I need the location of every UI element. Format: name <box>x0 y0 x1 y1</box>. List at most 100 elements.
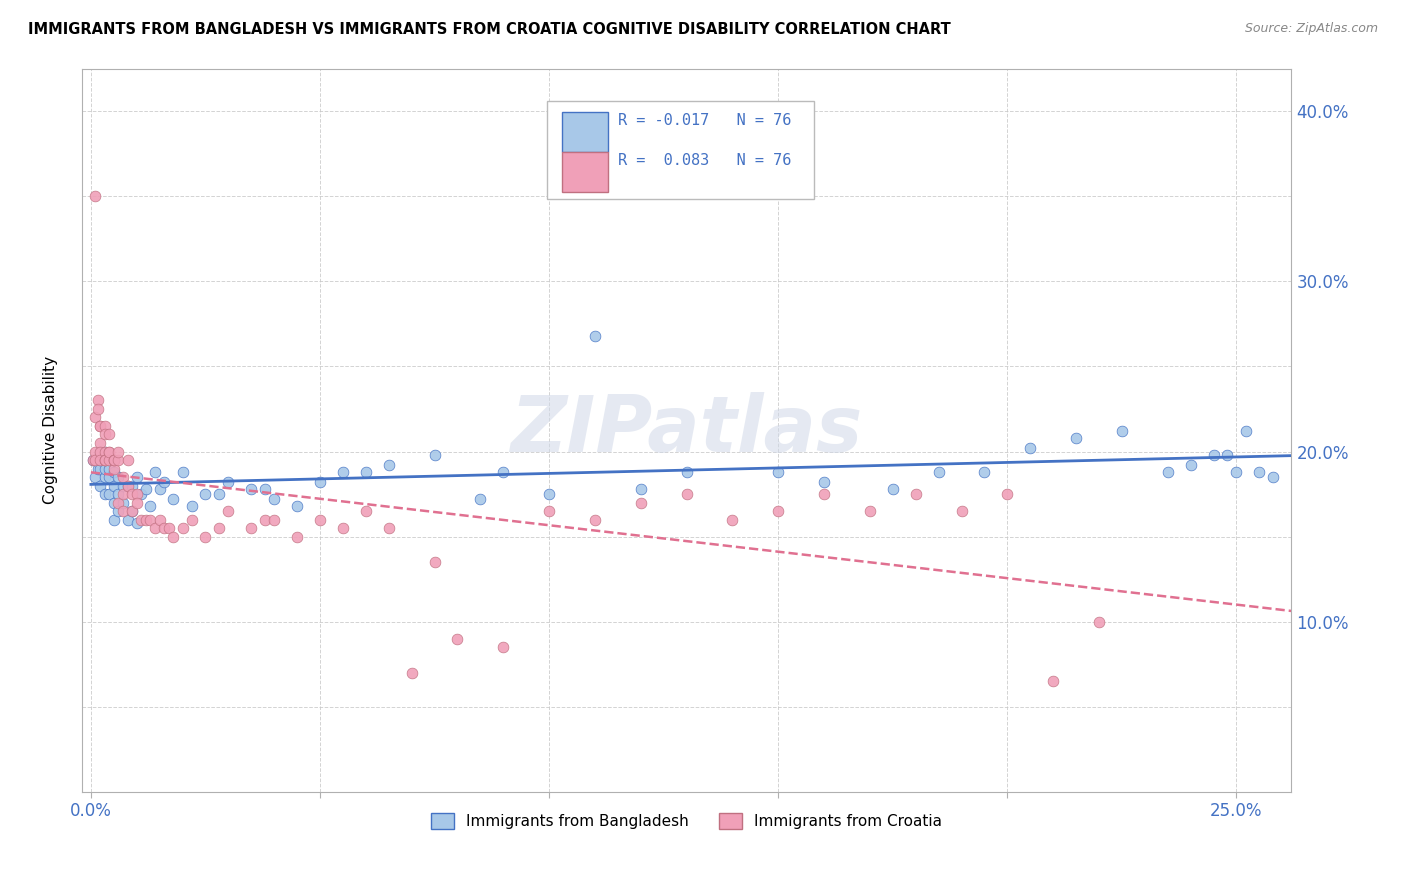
Point <box>89 444 111 458</box>
Point <box>157 521 180 535</box>
Point <box>423 448 446 462</box>
Point <box>180 499 202 513</box>
Point <box>98 470 121 484</box>
Point <box>377 458 399 472</box>
Point <box>103 513 125 527</box>
Point <box>583 328 606 343</box>
Point <box>111 478 134 492</box>
Point <box>103 461 125 475</box>
Point <box>84 444 107 458</box>
Point <box>721 513 744 527</box>
Point <box>240 482 263 496</box>
Point <box>107 487 129 501</box>
Point <box>98 427 121 442</box>
Point <box>89 419 111 434</box>
FancyBboxPatch shape <box>562 152 607 192</box>
Point <box>904 487 927 501</box>
Point <box>492 465 515 479</box>
Point <box>973 465 995 479</box>
Point <box>332 465 354 479</box>
Point <box>143 465 166 479</box>
Point <box>84 410 107 425</box>
Point <box>87 393 110 408</box>
Point <box>950 504 973 518</box>
Point <box>121 504 143 518</box>
Point <box>149 513 172 527</box>
Point <box>98 453 121 467</box>
Point <box>117 453 139 467</box>
Point <box>82 453 104 467</box>
Point <box>87 401 110 416</box>
Point <box>928 465 950 479</box>
Point <box>492 640 515 655</box>
Point <box>89 453 111 467</box>
Point <box>1216 448 1239 462</box>
Point <box>111 495 134 509</box>
Point <box>1234 424 1257 438</box>
Point <box>240 521 263 535</box>
Point <box>89 478 111 492</box>
Point <box>129 487 152 501</box>
Point <box>162 492 184 507</box>
Point <box>143 521 166 535</box>
Point <box>882 482 904 496</box>
Point <box>285 499 308 513</box>
Point <box>813 487 835 501</box>
Point <box>1249 465 1271 479</box>
Point <box>103 453 125 467</box>
Point <box>1088 615 1111 629</box>
Point <box>813 475 835 490</box>
Point <box>162 530 184 544</box>
Point <box>1019 441 1042 455</box>
Point <box>89 419 111 434</box>
Point <box>89 436 111 450</box>
Point <box>583 513 606 527</box>
Point <box>139 513 162 527</box>
Point <box>149 482 172 496</box>
Point <box>354 465 377 479</box>
Point <box>135 513 157 527</box>
Point <box>172 465 194 479</box>
Point <box>153 475 176 490</box>
Point <box>538 487 561 501</box>
Point <box>98 453 121 467</box>
Point <box>1111 424 1133 438</box>
Point <box>103 453 125 467</box>
Legend: Immigrants from Bangladesh, Immigrants from Croatia: Immigrants from Bangladesh, Immigrants f… <box>425 806 949 835</box>
Point <box>208 521 231 535</box>
Point <box>84 470 107 484</box>
Point <box>111 470 134 484</box>
Point <box>194 487 217 501</box>
Point <box>121 478 143 492</box>
Point <box>354 504 377 518</box>
Point <box>172 521 194 535</box>
Point <box>82 453 104 467</box>
Point <box>103 495 125 509</box>
Point <box>538 504 561 518</box>
Point <box>107 444 129 458</box>
Point <box>103 478 125 492</box>
Point <box>93 453 115 467</box>
Point <box>93 444 115 458</box>
Point <box>117 478 139 492</box>
Point <box>125 487 148 501</box>
Point <box>139 499 162 513</box>
Point <box>1261 470 1284 484</box>
Point <box>89 461 111 475</box>
FancyBboxPatch shape <box>547 101 814 199</box>
Point <box>111 504 134 518</box>
Text: R =  0.083   N = 76: R = 0.083 N = 76 <box>617 153 792 169</box>
Text: R = -0.017   N = 76: R = -0.017 N = 76 <box>617 113 792 128</box>
Point <box>401 665 423 680</box>
Text: IMMIGRANTS FROM BANGLADESH VS IMMIGRANTS FROM CROATIA COGNITIVE DISABILITY CORRE: IMMIGRANTS FROM BANGLADESH VS IMMIGRANTS… <box>28 22 950 37</box>
Point <box>84 453 107 467</box>
Point <box>332 521 354 535</box>
Point <box>103 453 125 467</box>
Point <box>446 632 468 646</box>
Point <box>859 504 882 518</box>
Point <box>93 453 115 467</box>
Point <box>98 444 121 458</box>
Point <box>93 444 115 458</box>
Point <box>285 530 308 544</box>
Point <box>117 478 139 492</box>
